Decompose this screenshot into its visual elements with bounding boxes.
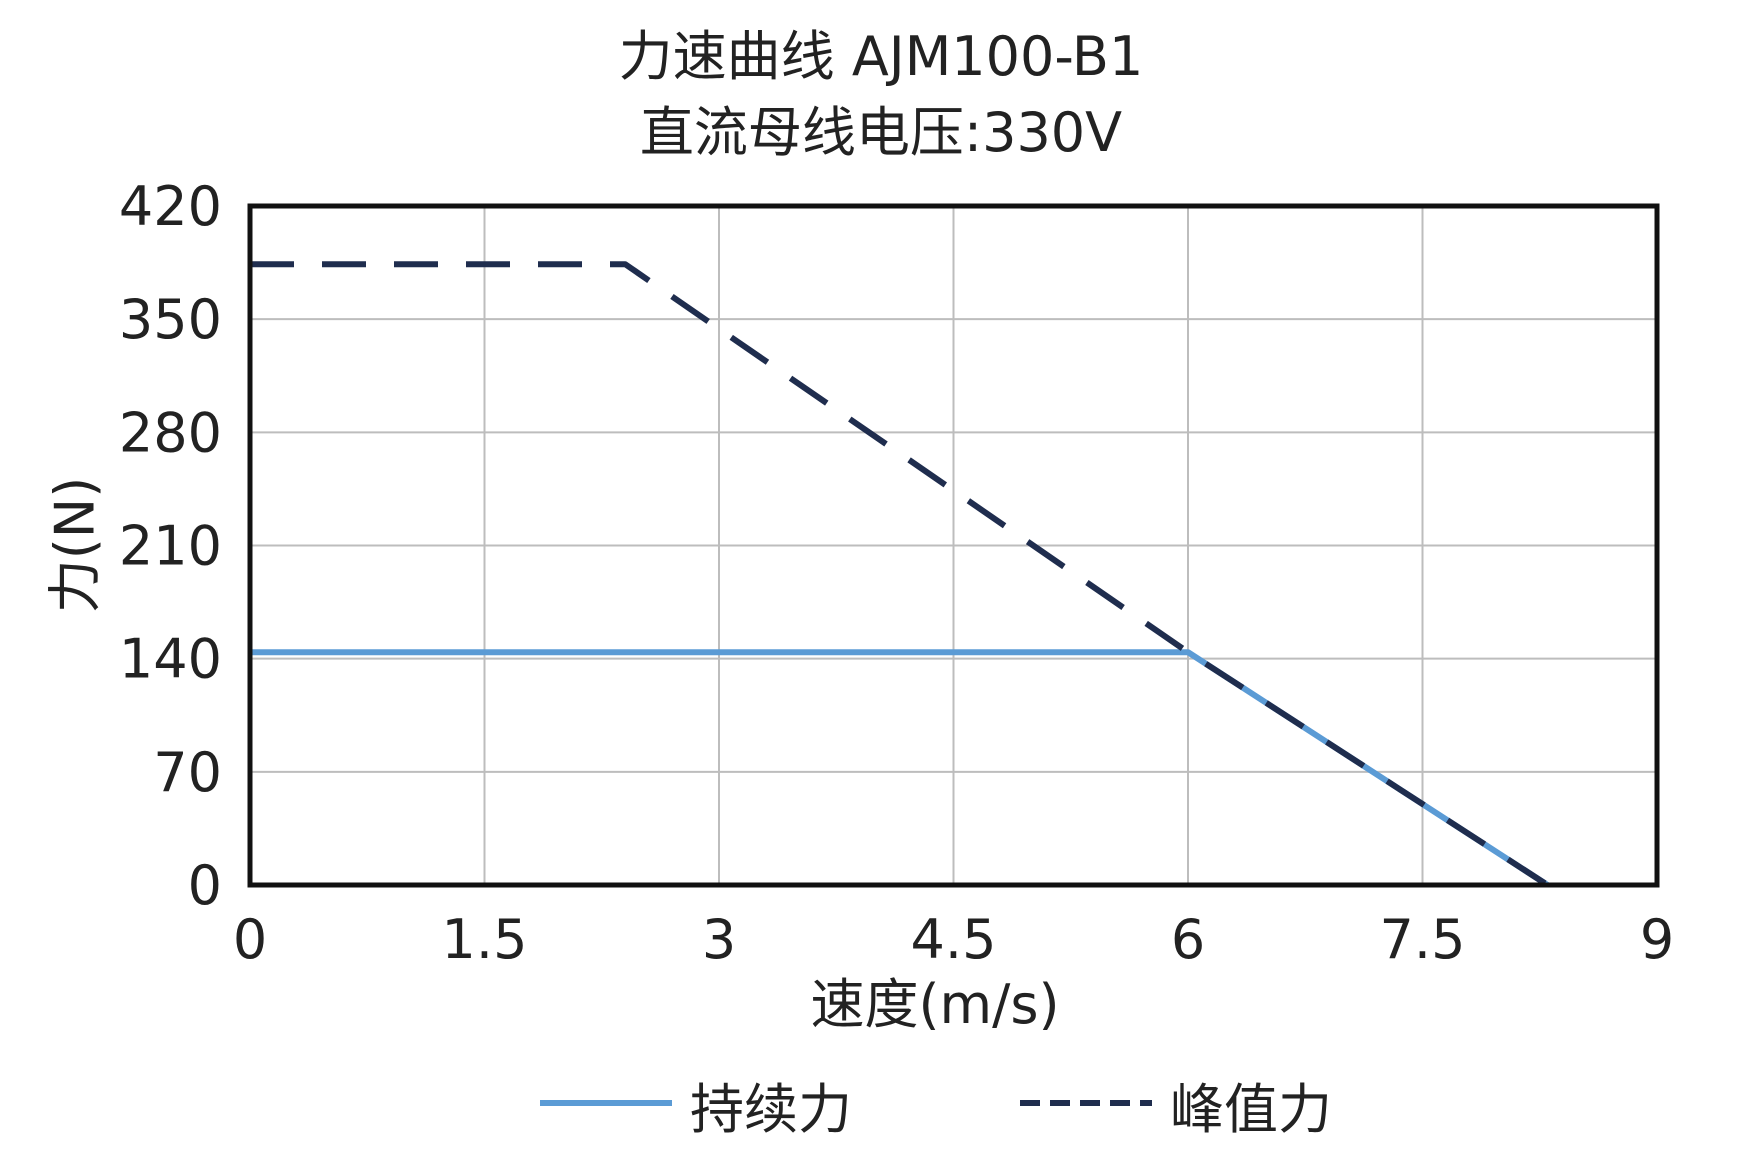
x-tick-label: 7.5 (1380, 908, 1466, 971)
x-tick-label: 0 (233, 908, 267, 971)
legend-label-continuous: 持续力 (690, 1078, 852, 1141)
x-axis-label: 速度(m/s) (810, 973, 1060, 1036)
x-tick-label: 6 (1171, 908, 1205, 971)
legend-label-peak: 峰值力 (1170, 1078, 1332, 1141)
x-tick-label: 4.5 (911, 908, 997, 971)
series-line-1 (250, 261, 1550, 888)
x-tick-label: 3 (702, 908, 736, 971)
y-tick-label: 210 (119, 515, 222, 578)
y-tick-label: 140 (119, 628, 222, 691)
y-axis-label: 力(N) (43, 476, 107, 614)
plot-frame (247, 203, 1660, 888)
chart-title: 力速曲线 AJM100-B1 (618, 25, 1144, 88)
y-tick-label: 70 (153, 741, 222, 804)
y-tick-label: 420 (119, 175, 222, 238)
x-tick-label: 9 (1640, 908, 1674, 971)
y-tick-label: 280 (119, 401, 222, 464)
y-tick-label: 0 (188, 854, 222, 917)
chart-subtitle: 直流母线电压:330V (639, 101, 1123, 164)
x-tick-label: 1.5 (442, 908, 528, 971)
y-tick-label: 350 (119, 288, 222, 351)
series-line-0 (250, 649, 1550, 888)
